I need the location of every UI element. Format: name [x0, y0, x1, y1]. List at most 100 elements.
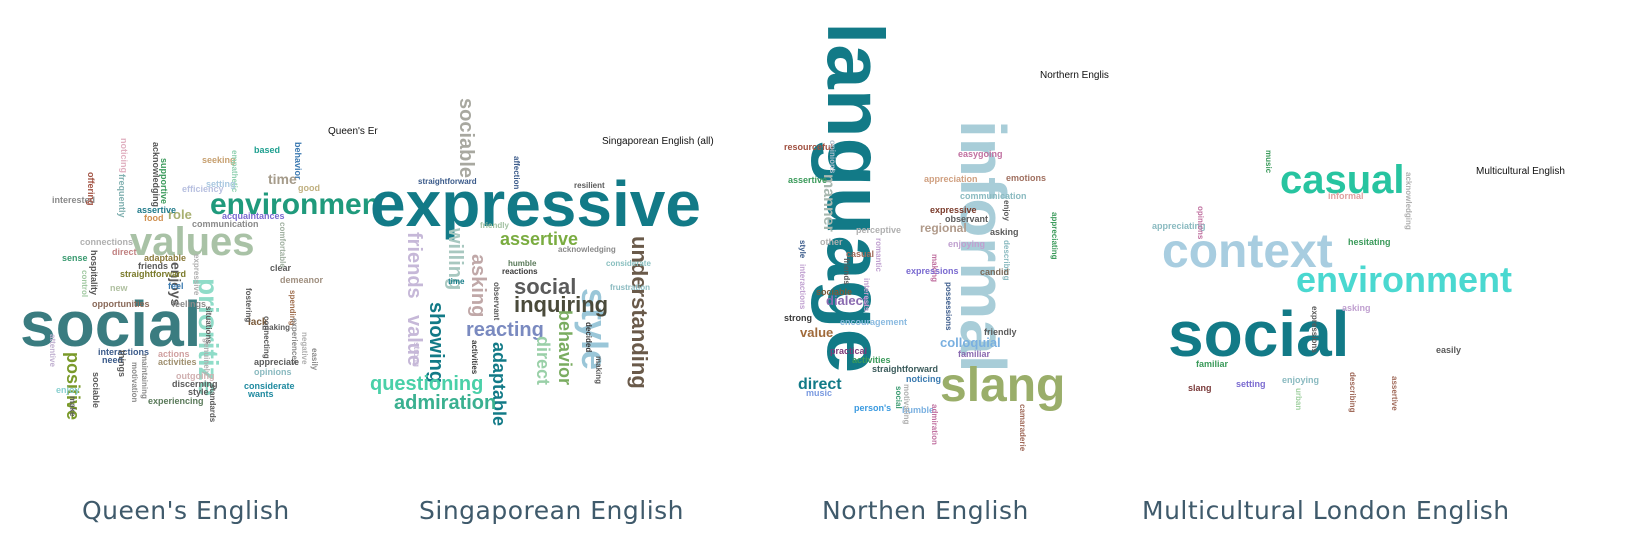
cloud-word: noticing [906, 374, 941, 384]
cloud-word: asking [990, 227, 1019, 237]
cloud-word: environment [1296, 259, 1513, 300]
cloud-word: friendly [480, 221, 509, 230]
caption-multicultural-london-english: Multicultural London English [1142, 496, 1510, 525]
cloud-word: humble [508, 259, 537, 268]
cloud-word: food [144, 213, 164, 223]
cloud-word: slang [1188, 383, 1212, 393]
cloud-word: efficiency [182, 184, 224, 194]
cloud-word: colloquial [940, 335, 1001, 350]
cloud-word: seeking [202, 155, 236, 165]
cloud-word: value [800, 325, 834, 340]
cloud-word: expressive [370, 168, 701, 240]
cloud-word: candid [980, 267, 1010, 277]
cloud-word: connections [80, 237, 134, 247]
cloud-word: music [1264, 150, 1273, 174]
cloud-word: activities [158, 357, 197, 367]
word-cloud-multicultural-london-english: Multicultural English social context envir… [1152, 150, 1565, 413]
cloud-word: enjoying [1282, 375, 1320, 385]
cloud-corner-label: Singaporean English (all) [602, 136, 714, 147]
cloud-word: other [820, 237, 843, 247]
cloud-corner-label: Multicultural English [1476, 166, 1565, 177]
cloud-word: acquaintances [222, 211, 285, 221]
cloud-word: activities [852, 355, 891, 365]
cloud-word: easygoing [958, 149, 1003, 159]
cloud-word: appreciation [924, 174, 978, 184]
caption-singaporean-english: Singaporean English [419, 496, 685, 525]
cloud-word: actions [158, 349, 190, 359]
cloud-word: considerate [244, 381, 295, 391]
cloud-word: hesitating [1348, 237, 1391, 247]
caption-queens-english: Queen's English [82, 496, 290, 525]
cloud-word: reacting [466, 319, 544, 341]
cloud-word: asking [1342, 303, 1371, 313]
cloud-word: observant [945, 214, 989, 224]
cloud-word: music [806, 388, 833, 398]
cloud-word: practical [830, 346, 868, 356]
cloud-word: environment [210, 188, 380, 221]
cloud-word: social [1168, 298, 1350, 370]
cloud-word: describing [1348, 372, 1357, 413]
cloud-corner-label: Northern Englis [1040, 70, 1109, 81]
cloud-word: experiencing [148, 396, 204, 406]
cloud-word: straightforward [120, 269, 187, 279]
cloud-word: resourceful [784, 142, 834, 152]
cloud-word: resilient [574, 181, 605, 190]
cloud-word: admiration [394, 392, 497, 414]
cloud-word: direct [798, 376, 842, 393]
cloud-word: role [168, 207, 192, 222]
cloud-word: lack [248, 317, 268, 328]
cloud-word: informal [1328, 191, 1364, 201]
cloud-word: communication [192, 219, 259, 229]
cloud-word: frustration [610, 283, 650, 292]
cloud-word: friendly [984, 327, 1017, 337]
cloud-word: assertive [500, 229, 579, 249]
cloud-word: feelings [172, 299, 207, 309]
word-cloud-northern-english: Northern Englis language informal slang man… [784, 22, 1109, 451]
cloud-word: feel [168, 281, 184, 291]
cloud-word: urban [1294, 388, 1303, 411]
cloud-word: style [188, 387, 209, 397]
cloud-word: expressions [1310, 306, 1319, 353]
cloud-word: need [102, 355, 124, 365]
cloud-word: wants [248, 389, 274, 399]
cloud-word: straightforward [418, 177, 477, 186]
cloud-word: sociable [816, 287, 853, 297]
cloud-word: discerning [172, 379, 218, 389]
cloud-word: opinions [1196, 206, 1205, 240]
cloud-word: acknowledging [1404, 172, 1413, 230]
cloud-word: making [262, 323, 291, 332]
cloud-word: expressions [906, 266, 959, 276]
cloud-word: encouragement [840, 317, 908, 327]
cloud-word: perceptive [856, 225, 902, 235]
cloud-word: setting [206, 179, 236, 189]
cloud-word: enjoy [56, 385, 80, 395]
cloud-word: appreciating [1152, 221, 1206, 231]
cloud-word: values [130, 220, 255, 264]
word-cloud-queens-english: Queen's Er social values environment priori… [0, 0, 380, 470]
cloud-word: direct [112, 247, 137, 257]
cloud-word: acknowledging [558, 245, 616, 254]
cloud-word: demeanor [280, 275, 324, 285]
word-cloud-singaporean-english: Singaporean English (all) expressive styl… [0, 0, 740, 470]
cloud-word: dialect [826, 293, 868, 308]
cloud-word: time [448, 277, 465, 286]
cloud-corner-label: Queen's Er [328, 126, 378, 137]
cloud-word: social [20, 288, 202, 360]
cloud-word: new [110, 283, 128, 293]
cloud-word: assertive [788, 175, 828, 185]
cloud-word: setting [1236, 379, 1266, 389]
cloud-word: based [254, 145, 281, 155]
cloud-word: regional [920, 221, 967, 235]
cloud-word: slang [940, 359, 1066, 412]
cloud-word: social [514, 274, 577, 299]
cloud-word: assertive [1390, 376, 1399, 411]
cloud-word: friends [138, 261, 169, 271]
cloud-word: context [1162, 225, 1333, 278]
cloud-word: interested [52, 195, 96, 205]
cloud-word: person's [854, 403, 892, 413]
cloud-word: straightforward [872, 364, 939, 374]
cloud-word: sense [62, 253, 88, 263]
cloud-word: emotions [1006, 173, 1047, 183]
cloud-word: expressive [930, 205, 977, 215]
cloud-word: casual [1280, 158, 1405, 202]
